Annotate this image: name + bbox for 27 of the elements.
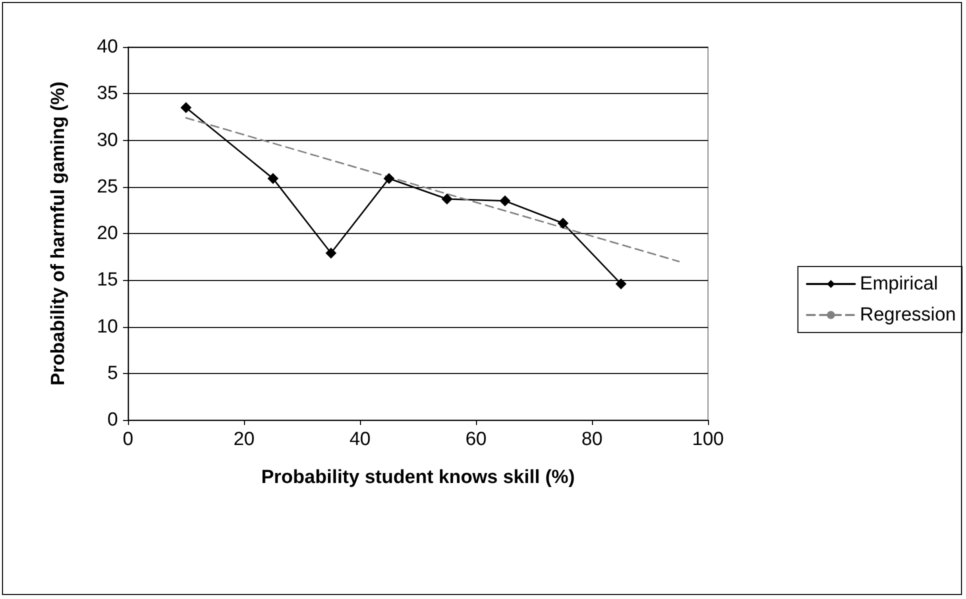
- y-axis-title: Probability of harmful gaming (%): [48, 81, 69, 386]
- point: [616, 278, 626, 290]
- x-tick-label: 100: [692, 429, 724, 450]
- x-tick-label: 20: [233, 429, 255, 450]
- point: [180, 102, 192, 114]
- point: [442, 193, 452, 204]
- y-tick-label: 25: [96, 176, 118, 198]
- x-tick-label: 0: [122, 429, 134, 450]
- x-axis-title: Probability student knows skill (%): [261, 467, 575, 488]
- y-tick-label: 15: [96, 270, 118, 291]
- y-tick-label: 0: [107, 410, 118, 430]
- y-tick-label: 5: [107, 362, 118, 384]
- point: [558, 218, 568, 229]
- x-tick-label: 80: [581, 429, 603, 450]
- x-tick-label: 40: [349, 429, 371, 450]
- point: [326, 248, 336, 259]
- y-tick-label: 35: [96, 83, 118, 104]
- legend-label: Empirical: [860, 274, 938, 294]
- point: [384, 172, 394, 184]
- legend-label: Regression: [860, 304, 956, 326]
- x-tick-label: 60: [465, 429, 487, 450]
- y-tick-label: 10: [96, 316, 118, 338]
- y-tick-label: 30: [96, 130, 118, 151]
- point: [268, 172, 278, 184]
- y-tick-label: 20: [96, 223, 118, 244]
- y-tick-label: 40: [96, 36, 118, 58]
- point: [500, 195, 510, 206]
